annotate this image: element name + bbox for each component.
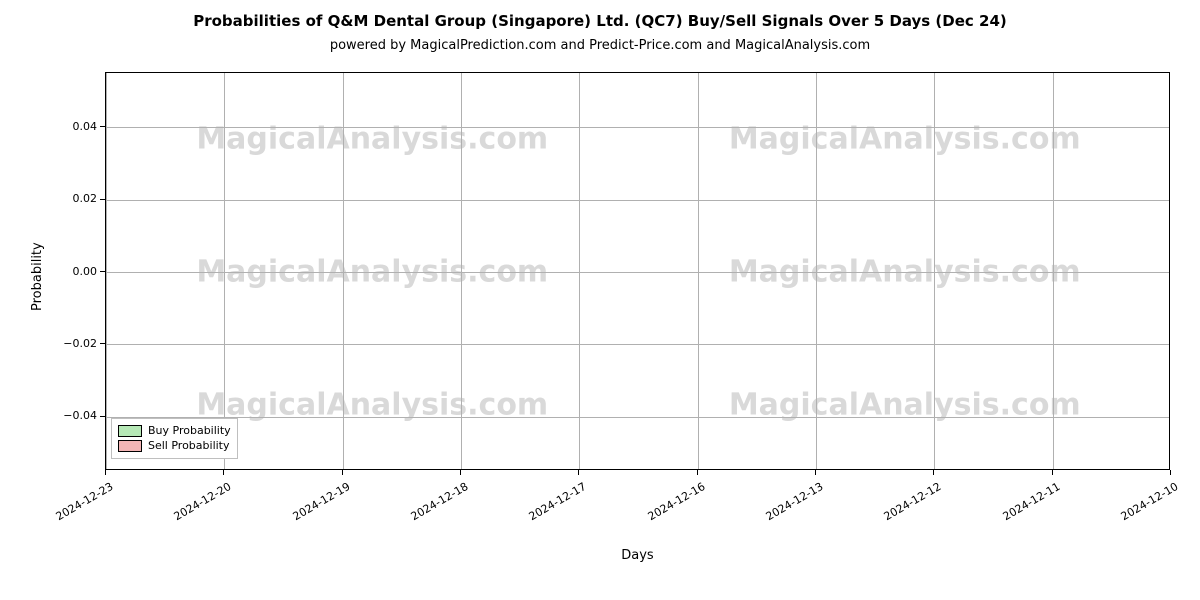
legend-item: Buy Probability [118, 423, 231, 438]
y-tick-mark [100, 343, 105, 344]
x-tick-label: 2024-12-19 [273, 480, 352, 533]
grid-line-vertical [461, 73, 462, 469]
x-axis-label: Days [105, 548, 1170, 563]
grid-line-horizontal [106, 127, 1169, 128]
y-tick-mark [100, 199, 105, 200]
grid-line-vertical [698, 73, 699, 469]
x-tick-label: 2024-12-18 [391, 480, 470, 533]
y-tick-label: 0.00 [37, 265, 97, 278]
x-tick-mark [697, 470, 698, 475]
y-tick-mark [100, 416, 105, 417]
grid-line-horizontal [106, 272, 1169, 273]
x-tick-mark [578, 470, 579, 475]
x-tick-label: 2024-12-11 [983, 480, 1062, 533]
x-tick-label: 2024-12-17 [510, 480, 589, 533]
x-tick-mark [460, 470, 461, 475]
x-tick-mark [933, 470, 934, 475]
legend-swatch [118, 425, 142, 437]
x-tick-mark [223, 470, 224, 475]
legend-item: Sell Probability [118, 438, 231, 453]
chart-title: Probabilities of Q&M Dental Group (Singa… [0, 12, 1200, 30]
grid-line-vertical [1053, 73, 1054, 469]
grid-line-horizontal [106, 344, 1169, 345]
grid-line-vertical [816, 73, 817, 469]
y-tick-label: 0.02 [37, 192, 97, 205]
grid-line-vertical [224, 73, 225, 469]
chart-container: Probabilities of Q&M Dental Group (Singa… [0, 0, 1200, 600]
grid-line-vertical [934, 73, 935, 469]
y-tick-label: 0.04 [37, 120, 97, 133]
legend-label: Buy Probability [148, 423, 231, 438]
plot-area: MagicalAnalysis.comMagicalAnalysis.comMa… [105, 72, 1170, 470]
grid-line-vertical [106, 73, 107, 469]
x-tick-label: 2024-12-20 [155, 480, 234, 533]
x-tick-label: 2024-12-23 [36, 480, 115, 533]
x-tick-mark [1052, 470, 1053, 475]
x-tick-mark [342, 470, 343, 475]
x-tick-mark [1170, 470, 1171, 475]
y-tick-label: −0.02 [37, 337, 97, 350]
x-tick-label: 2024-12-10 [1101, 480, 1180, 533]
x-tick-label: 2024-12-12 [865, 480, 944, 533]
x-tick-mark [105, 470, 106, 475]
x-tick-label: 2024-12-13 [746, 480, 825, 533]
legend-label: Sell Probability [148, 438, 230, 453]
grid-line-horizontal [106, 417, 1169, 418]
legend-swatch [118, 440, 142, 452]
grid-line-vertical [343, 73, 344, 469]
x-tick-label: 2024-12-16 [628, 480, 707, 533]
legend: Buy ProbabilitySell Probability [111, 418, 238, 459]
grid-line-horizontal [106, 200, 1169, 201]
y-tick-label: −0.04 [37, 409, 97, 422]
chart-subtitle: powered by MagicalPrediction.com and Pre… [0, 38, 1200, 53]
y-axis-label: Probability [30, 242, 45, 311]
grid-line-vertical [579, 73, 580, 469]
x-tick-mark [815, 470, 816, 475]
y-tick-mark [100, 126, 105, 127]
y-tick-mark [100, 271, 105, 272]
